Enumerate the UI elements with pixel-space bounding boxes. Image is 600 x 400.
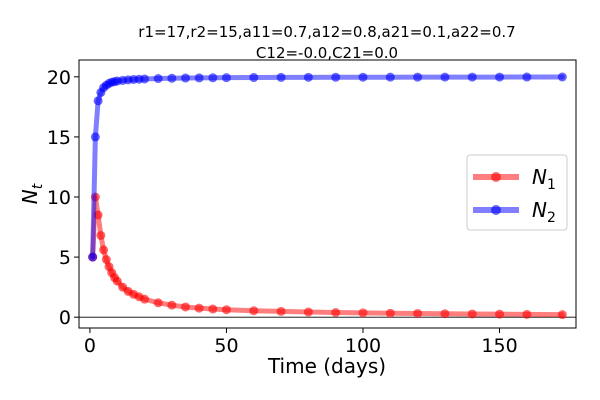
series-point-n1 (385, 308, 395, 318)
y-axis-ticks: 0 5 10 15 20 (47, 67, 79, 329)
series-point-n1 (413, 308, 423, 318)
series-point-n1 (221, 305, 231, 315)
series-point-n1 (181, 302, 190, 312)
series-point-n2 (331, 72, 341, 82)
y-tick-label: 0 (59, 307, 71, 329)
series-point-n1 (249, 306, 259, 316)
series-point-n2 (385, 72, 395, 82)
series-point-n1 (303, 307, 313, 317)
y-tick-label: 10 (47, 187, 71, 209)
series-point-n2 (208, 73, 218, 83)
series-point-n1 (495, 309, 505, 319)
series-point-n1 (467, 309, 477, 319)
y-tick-label: 15 (47, 127, 71, 149)
legend-marker-n1 (491, 172, 501, 182)
legend: N1 N2 (466, 154, 568, 231)
series-point-n1 (153, 298, 163, 308)
x-tick-label: 100 (345, 335, 381, 357)
series-point-n2 (440, 72, 450, 82)
y-axis-label-sub: t (30, 183, 46, 189)
series-point-n2 (194, 73, 204, 83)
series-point-n2 (90, 132, 100, 142)
x-axis-label: Time (days) (267, 354, 386, 378)
x-tick-label: 0 (84, 335, 96, 357)
series-point-n1 (208, 304, 218, 314)
series-point-n2 (181, 73, 190, 83)
series-point-n1 (440, 309, 450, 319)
series-point-n2 (221, 73, 231, 83)
series-point-n2 (88, 252, 98, 262)
series-point-n2 (495, 72, 505, 82)
y-tick-label: 20 (47, 67, 71, 89)
series-point-n2 (140, 74, 150, 84)
series-point-n2 (276, 72, 286, 82)
series-point-n2 (557, 72, 567, 82)
series-point-n2 (167, 73, 177, 83)
series-point-n1 (522, 309, 532, 319)
series-point-n1 (96, 230, 106, 240)
series-point-n1 (276, 306, 286, 316)
series-point-n2 (467, 72, 477, 82)
chart-title-line2: C12=-0.0,C21=0.0 (256, 44, 398, 62)
series-point-n1 (101, 254, 111, 264)
series-point-n2 (358, 72, 368, 82)
series-point-n2 (413, 72, 423, 82)
x-axis-ticks: 0 50 100 150 (84, 328, 518, 357)
series-point-n1 (557, 310, 567, 320)
series-point-n1 (99, 245, 109, 255)
series-point-n1 (331, 307, 341, 317)
series-point-n2 (303, 72, 313, 82)
legend-label-n2: N2 (532, 198, 556, 226)
series-point-n2 (249, 73, 259, 83)
series-point-n1 (112, 276, 122, 286)
y-axis-label: Nt (18, 183, 46, 204)
x-tick-label: 50 (214, 335, 238, 357)
x-tick-label: 150 (481, 335, 517, 357)
series-layer (88, 72, 567, 320)
series-point-n2 (153, 74, 163, 84)
series-point-n1 (194, 303, 204, 313)
series-point-n2 (522, 72, 532, 82)
legend-marker-n2 (491, 205, 501, 215)
series-point-n2 (93, 96, 103, 106)
series-point-n1 (358, 308, 368, 318)
series-point-n1 (140, 294, 150, 304)
y-axis-label-main: N (18, 189, 42, 204)
chart-title-line1: r1=17,r2=15,a11=0.7,a12=0.8,a21=0.1,a22=… (138, 23, 515, 41)
series-point-n1 (167, 300, 177, 310)
legend-label-n1: N1 (532, 165, 556, 193)
y-tick-label: 5 (59, 247, 71, 269)
